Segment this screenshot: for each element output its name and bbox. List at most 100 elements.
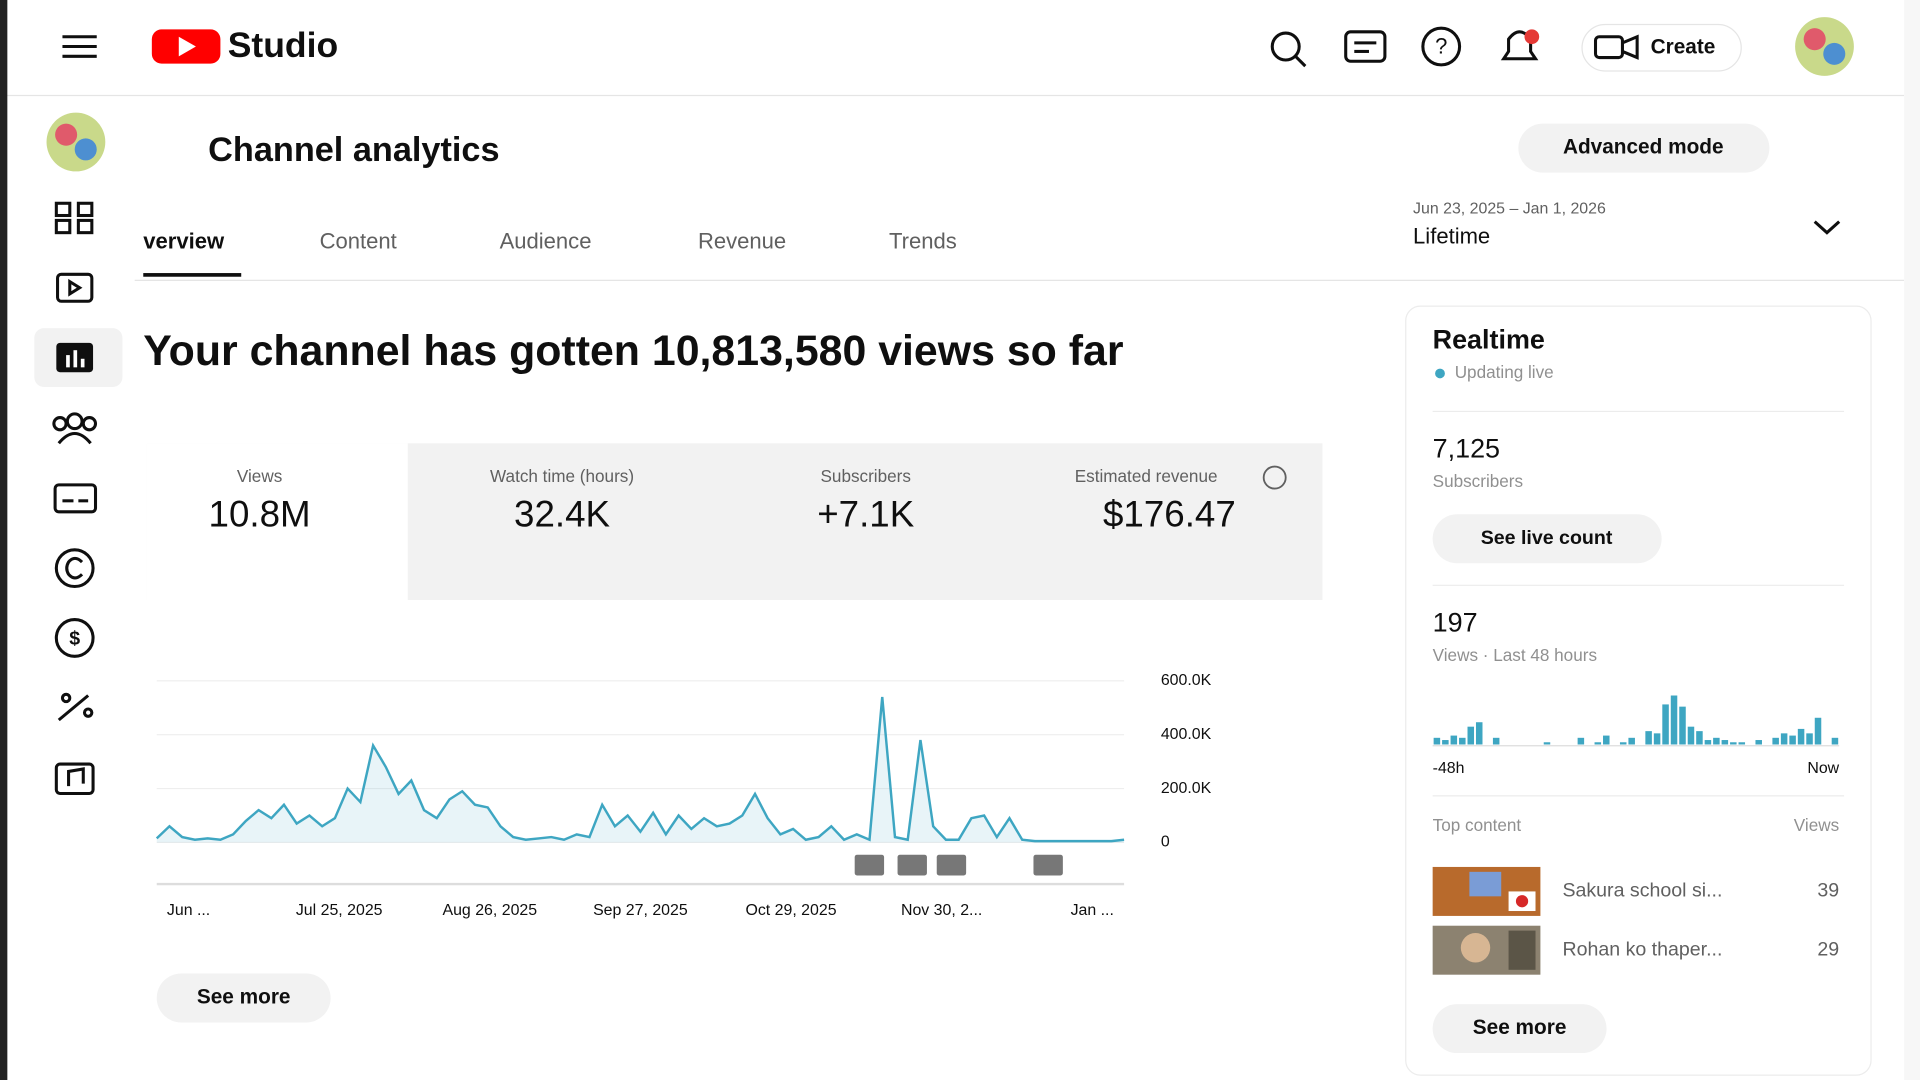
tab[interactable]: Trends [889, 228, 957, 253]
menu-button[interactable] [62, 35, 97, 58]
tab[interactable]: Content [320, 228, 397, 253]
window-edge [0, 0, 8, 1080]
metric-value: 32.4K [514, 493, 610, 534]
help-icon[interactable]: ? [1421, 26, 1462, 67]
nav-analytics[interactable] [34, 328, 123, 387]
views-line [155, 696, 1125, 843]
svg-text:?: ? [1435, 34, 1447, 59]
realtime-see-more-button[interactable]: See more [1432, 1004, 1607, 1054]
metric-card[interactable]: Subscribers +7.1K [817, 466, 914, 534]
nav-content[interactable] [56, 272, 94, 303]
date-period: Lifetime [1413, 223, 1490, 248]
top-content-item[interactable]: Rohan ko thaper... 29 [1432, 925, 1840, 975]
realtime-bar [1662, 704, 1669, 745]
metric-value: $176.47 [1103, 493, 1236, 534]
channel-avatar[interactable] [46, 112, 106, 172]
y-tick-label: 600.0K [1161, 672, 1212, 689]
nav-dashboard[interactable] [54, 201, 94, 235]
realtime-bar [1628, 737, 1635, 745]
x-tick-label: Aug 26, 2025 [442, 902, 537, 919]
x-tick-label: Now [1807, 760, 1839, 777]
subscriber-label: Subscribers [1433, 471, 1523, 491]
x-tick-label: Nov 30, 2... [901, 902, 982, 919]
realtime-bar [1594, 742, 1602, 745]
realtime-chart: -48h Now [1432, 695, 1840, 777]
realtime-bar [1713, 737, 1720, 745]
metric-value: 10.8M [209, 493, 311, 534]
date-picker[interactable]: Jun 23, 2025 – Jan 1, 2026 Lifetime [1413, 201, 1841, 249]
advanced-mode-label: Advanced mode [1563, 136, 1724, 159]
see-live-count-button[interactable]: See live count [1432, 514, 1662, 564]
metric-label: Subscribers [821, 466, 911, 486]
x-tick-label: Jul 25, 2025 [296, 902, 383, 919]
realtime-bar [1459, 737, 1466, 745]
realtime-bar [1789, 735, 1796, 745]
x-tick-label: Jan ... [1071, 902, 1114, 919]
headline: Your channel has gotten 10,813,580 views… [143, 327, 1124, 375]
realtime-title: Realtime [1433, 325, 1545, 355]
date-range: Jun 23, 2025 – Jan 1, 2026 [1413, 201, 1606, 218]
nav-audio-library[interactable] [54, 762, 95, 795]
tab-bar: verview Content Audience Revenue Trends [143, 228, 957, 277]
x-tick-label: Oct 29, 2025 [745, 902, 836, 919]
metric-card-selected[interactable] [146, 443, 408, 600]
realtime-bar [1780, 733, 1788, 745]
create-button[interactable]: Create [1581, 23, 1742, 72]
see-more-button[interactable]: See more [156, 973, 331, 1023]
advanced-mode-button[interactable]: Advanced mode [1518, 123, 1770, 173]
metric-card[interactable]: Estimated revenue $176.47 [1075, 465, 1287, 534]
search-icon[interactable] [1270, 31, 1307, 68]
realtime-bar [1492, 737, 1500, 745]
realtime-bar [1755, 740, 1762, 745]
annotation-markers[interactable] [854, 854, 1063, 876]
nav-customization[interactable] [57, 692, 94, 722]
nav-community[interactable] [52, 412, 98, 445]
live-dot [1435, 368, 1445, 379]
metric-card[interactable]: Views 10.8M [209, 466, 311, 534]
video-title: Sakura school si... [1562, 880, 1722, 902]
nav-earn[interactable]: $ [54, 618, 95, 658]
views-area [156, 696, 1125, 843]
account-avatar[interactable] [1795, 17, 1854, 76]
metric-label: Views [237, 466, 282, 486]
realtime-bar [1730, 742, 1737, 745]
realtime-bar [1475, 722, 1483, 745]
top-content-label: Top content [1433, 815, 1522, 835]
realtime-bar [1442, 740, 1449, 745]
realtime-bar [1433, 737, 1441, 745]
tab[interactable]: Revenue [698, 228, 786, 253]
subscriber-count: 7,125 [1433, 434, 1500, 464]
tab[interactable]: Audience [500, 228, 592, 253]
views-label: Views · Last 48 hours [1433, 645, 1597, 665]
scrollbar [1904, 0, 1920, 1080]
realtime-bar [1704, 740, 1712, 745]
realtime-bar [1543, 742, 1551, 745]
realtime-status: Updating live [1455, 362, 1554, 382]
realtime-bar [1653, 733, 1661, 745]
realtime-bar [1645, 731, 1652, 745]
notifications-icon[interactable] [1500, 29, 1540, 61]
realtime-bar [1814, 717, 1822, 745]
video-views: 39 [1817, 880, 1839, 902]
realtime-bar [1797, 728, 1805, 745]
y-tick-label: 200.0K [1161, 780, 1212, 797]
realtime-bar [1772, 737, 1779, 745]
metric-label: Estimated revenue [1075, 466, 1218, 486]
feedback-icon[interactable] [1344, 30, 1387, 63]
tab[interactable]: verview [143, 228, 225, 253]
metric-card[interactable]: Watch time (hours) 32.4K [490, 466, 634, 534]
x-tick-label: -48h [1433, 760, 1465, 777]
logo-text: Studio [228, 25, 338, 65]
x-tick-label: Jun ... [167, 902, 210, 919]
realtime-bar [1721, 740, 1729, 745]
realtime-bar [1738, 742, 1746, 745]
metric-label: Watch time (hours) [490, 466, 634, 486]
nav-subtitles[interactable] [53, 483, 98, 514]
nav-copyright[interactable] [54, 548, 95, 589]
logo[interactable]: Studio [151, 25, 338, 65]
realtime-bar [1467, 726, 1475, 745]
top-content-item[interactable]: Sakura school si... 39 [1432, 866, 1840, 916]
realtime-bar [1619, 742, 1627, 745]
